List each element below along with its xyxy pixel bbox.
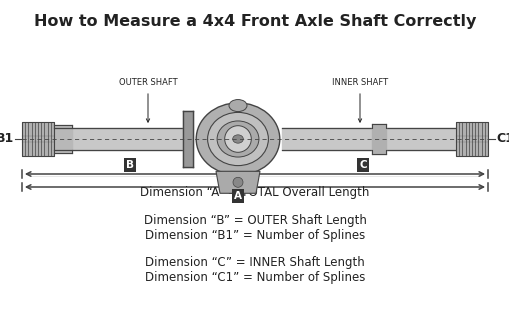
Ellipse shape bbox=[217, 121, 259, 157]
Text: B1: B1 bbox=[0, 133, 14, 146]
Text: B: B bbox=[126, 160, 134, 170]
Text: OUTER SHAFT: OUTER SHAFT bbox=[119, 78, 177, 87]
Ellipse shape bbox=[196, 103, 279, 175]
Text: Dimension “A” = TOTAL Overall Length: Dimension “A” = TOTAL Overall Length bbox=[140, 186, 369, 199]
Ellipse shape bbox=[207, 113, 268, 166]
Text: C: C bbox=[358, 160, 366, 170]
Circle shape bbox=[233, 177, 242, 187]
Text: Dimension “B1” = Number of Splines: Dimension “B1” = Number of Splines bbox=[145, 229, 364, 242]
Text: C1: C1 bbox=[495, 133, 509, 146]
Text: INNER SHAFT: INNER SHAFT bbox=[331, 78, 387, 87]
Ellipse shape bbox=[229, 100, 246, 112]
Ellipse shape bbox=[232, 135, 243, 143]
Text: A: A bbox=[234, 191, 242, 201]
Polygon shape bbox=[455, 122, 487, 156]
Text: How to Measure a 4x4 Front Axle Shaft Correctly: How to Measure a 4x4 Front Axle Shaft Co… bbox=[34, 14, 475, 29]
Polygon shape bbox=[22, 122, 54, 156]
Text: Dimension “C” = INNER Shaft Length: Dimension “C” = INNER Shaft Length bbox=[145, 256, 364, 269]
Polygon shape bbox=[216, 171, 260, 193]
Circle shape bbox=[224, 126, 251, 152]
Text: Dimension “C1” = Number of Splines: Dimension “C1” = Number of Splines bbox=[145, 271, 364, 284]
Text: Dimension “B” = OUTER Shaft Length: Dimension “B” = OUTER Shaft Length bbox=[143, 214, 366, 227]
Bar bbox=[0, 176, 509, 334]
